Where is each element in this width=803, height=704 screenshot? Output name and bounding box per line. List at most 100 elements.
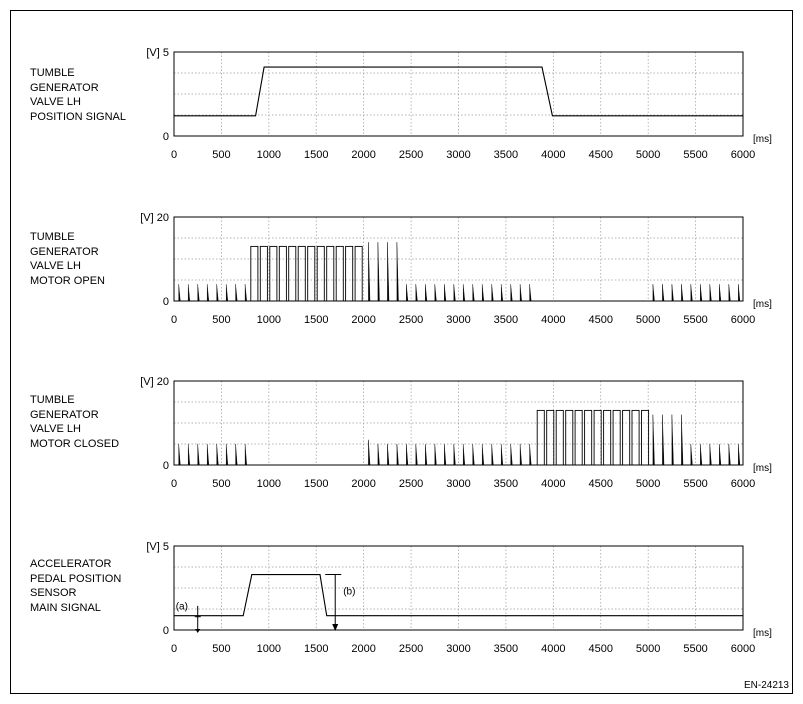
x-tick-label: 6000 bbox=[731, 314, 755, 326]
spike bbox=[396, 242, 399, 302]
x-axis-unit-label: [ms] bbox=[753, 134, 772, 145]
pulse bbox=[307, 245, 316, 302]
x-tick-label: 2000 bbox=[351, 314, 375, 326]
y-tick-label-max: [V] 20 bbox=[140, 376, 169, 388]
spike bbox=[700, 284, 703, 302]
pulse bbox=[326, 245, 335, 302]
spike bbox=[444, 284, 447, 302]
spike bbox=[519, 443, 522, 466]
x-tick-label: 1500 bbox=[304, 149, 328, 161]
x-tick-label: 0 bbox=[171, 478, 177, 490]
pulse bbox=[259, 245, 268, 302]
side-label-line: SENSOR bbox=[30, 587, 77, 599]
side-label-line: PEDAL POSITION bbox=[30, 572, 122, 585]
side-label-line: MOTOR CLOSED bbox=[30, 437, 120, 450]
spike bbox=[197, 284, 200, 302]
side-label-line: TUMBLE bbox=[30, 394, 75, 406]
side-label-line: TUMBLE bbox=[30, 67, 75, 79]
pulse bbox=[622, 409, 631, 466]
spike bbox=[719, 284, 722, 302]
x-tick-label: 3000 bbox=[446, 149, 470, 161]
spike bbox=[216, 284, 219, 302]
side-label-position-signal: TUMBLE GENERATOR VALVE LH POSITION SIGNA… bbox=[30, 66, 126, 124]
spike bbox=[406, 443, 409, 466]
x-tick-label: 6000 bbox=[731, 149, 755, 161]
spike bbox=[377, 443, 380, 466]
plot-area bbox=[173, 216, 744, 302]
x-tick-label: 5500 bbox=[683, 149, 707, 161]
chart-panel-2: [V] 20 0 [ms] 0 500 1000 1500 2000 2500 3000 3500 4… bbox=[140, 212, 772, 326]
spike bbox=[406, 284, 409, 302]
x-tick-label: 2500 bbox=[399, 643, 423, 655]
spike bbox=[178, 443, 181, 466]
spike bbox=[368, 242, 371, 302]
pulse bbox=[631, 409, 640, 466]
x-tick-label: 5500 bbox=[683, 478, 707, 490]
x-tick-label: 5000 bbox=[636, 314, 660, 326]
x-tick-label: 4500 bbox=[589, 314, 613, 326]
x-tick-label: 3000 bbox=[446, 478, 470, 490]
y-tick-label-max: [V] 20 bbox=[140, 212, 169, 224]
pulse bbox=[297, 245, 306, 302]
spike bbox=[187, 443, 191, 466]
pulse bbox=[565, 409, 574, 466]
pulse bbox=[269, 245, 278, 302]
annotation-a-arrowhead bbox=[195, 629, 201, 633]
annotation-label: (b) bbox=[343, 587, 355, 598]
spike bbox=[719, 443, 722, 466]
x-tick-label: 5500 bbox=[683, 643, 707, 655]
spike bbox=[434, 284, 437, 302]
x-tick-label: 4500 bbox=[589, 643, 613, 655]
chart-panel-1: [V] 5 0 [ms] 0 500 1000 1500 2000 2500 3000 3500 40… bbox=[146, 47, 772, 161]
x-tick-label: 2500 bbox=[399, 314, 423, 326]
pulse bbox=[612, 409, 621, 466]
spike bbox=[482, 443, 485, 466]
x-tick-label: 500 bbox=[212, 314, 230, 326]
plot-area bbox=[173, 51, 744, 137]
spike bbox=[662, 284, 665, 302]
annotation-b-arrowhead bbox=[332, 624, 339, 631]
y-tick-label-zero: 0 bbox=[163, 460, 169, 472]
spike bbox=[425, 443, 428, 466]
side-label-motor-open: TUMBLE GENERATOR VALVE LH MOTOR OPEN bbox=[30, 230, 105, 288]
x-axis-unit-label: [ms] bbox=[753, 299, 772, 310]
x-tick-label: 0 bbox=[171, 314, 177, 326]
spike bbox=[387, 242, 390, 302]
pulse bbox=[546, 409, 555, 466]
spike bbox=[671, 414, 674, 466]
pulse bbox=[288, 245, 297, 302]
spike bbox=[738, 443, 741, 466]
spike bbox=[206, 284, 210, 302]
spike bbox=[529, 443, 532, 466]
x-tick-label: 0 bbox=[171, 149, 177, 161]
x-tick-label: 3000 bbox=[446, 314, 470, 326]
spike bbox=[396, 443, 399, 466]
spike bbox=[453, 284, 456, 302]
pulse bbox=[555, 409, 564, 466]
x-tick-label: 1000 bbox=[257, 643, 281, 655]
spike bbox=[463, 284, 466, 302]
spike bbox=[377, 242, 380, 302]
x-tick-label: 4000 bbox=[541, 149, 565, 161]
x-tick-label: 500 bbox=[212, 149, 230, 161]
spike bbox=[235, 443, 238, 466]
y-tick-label-max: [V] 5 bbox=[146, 47, 169, 59]
spike bbox=[652, 284, 655, 302]
spike bbox=[453, 443, 456, 466]
x-tick-label: 5000 bbox=[636, 643, 660, 655]
x-axis-unit-label: [ms] bbox=[753, 628, 772, 639]
y-tick-label-zero: 0 bbox=[163, 296, 169, 308]
spike bbox=[501, 443, 504, 466]
spike bbox=[690, 443, 693, 466]
x-tick-label: 2000 bbox=[351, 643, 375, 655]
x-tick-label: 5500 bbox=[683, 314, 707, 326]
pulse bbox=[250, 245, 259, 302]
spike bbox=[728, 443, 731, 466]
spike bbox=[216, 443, 219, 466]
x-tick-label: 6000 bbox=[731, 643, 755, 655]
side-label-line: VALVE LH bbox=[30, 260, 81, 272]
spike bbox=[425, 284, 428, 302]
spike bbox=[225, 443, 229, 466]
spike bbox=[681, 284, 684, 302]
pulse bbox=[603, 409, 612, 466]
